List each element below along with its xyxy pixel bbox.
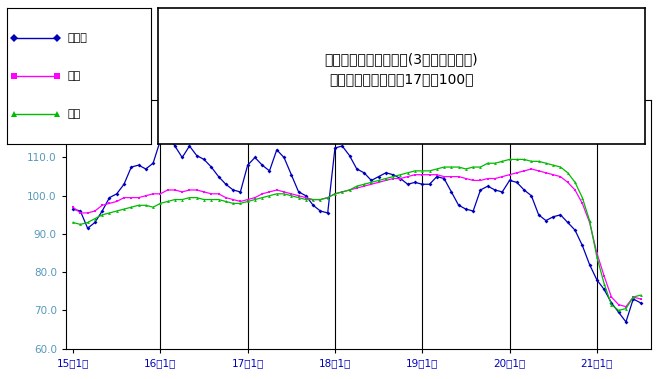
中国	[622, 304, 630, 309]
鳥取県	[404, 182, 412, 186]
鳥取県	[622, 319, 630, 324]
鳥取県	[229, 188, 237, 192]
全国	[615, 308, 622, 313]
全国	[505, 157, 513, 162]
全国	[207, 197, 215, 202]
鳥取県	[309, 203, 317, 208]
全国	[302, 197, 310, 202]
鳥取県	[164, 134, 172, 139]
Line: 鳥取県: 鳥取県	[72, 135, 642, 323]
全国	[222, 199, 230, 204]
中国	[484, 176, 492, 181]
Text: 鉱工業生産指数の推移(3ヶ月移動平均)
（季節調整済、平成17年＝100）: 鉱工業生産指数の推移(3ヶ月移動平均) （季節調整済、平成17年＝100）	[324, 52, 478, 86]
鳥取県	[636, 301, 644, 305]
全国	[636, 293, 644, 298]
Text: 全国: 全国	[67, 109, 81, 119]
Line: 中国: 中国	[72, 168, 642, 308]
全国	[397, 172, 405, 177]
中国	[295, 193, 303, 198]
Text: 中国: 中国	[67, 71, 81, 81]
鳥取県	[215, 174, 222, 179]
全国	[295, 195, 303, 200]
中国	[397, 176, 405, 181]
中国	[222, 195, 230, 200]
中国	[69, 205, 77, 210]
全国	[484, 161, 492, 166]
鳥取県	[491, 188, 499, 192]
鳥取県	[69, 207, 77, 211]
全国	[69, 220, 77, 225]
中国	[528, 167, 536, 171]
中国	[636, 297, 644, 301]
中国	[302, 195, 310, 200]
中国	[207, 191, 215, 196]
Text: 鳥取県: 鳥取県	[67, 33, 88, 42]
Line: 全国: 全国	[72, 158, 642, 312]
鳥取県	[302, 193, 310, 198]
